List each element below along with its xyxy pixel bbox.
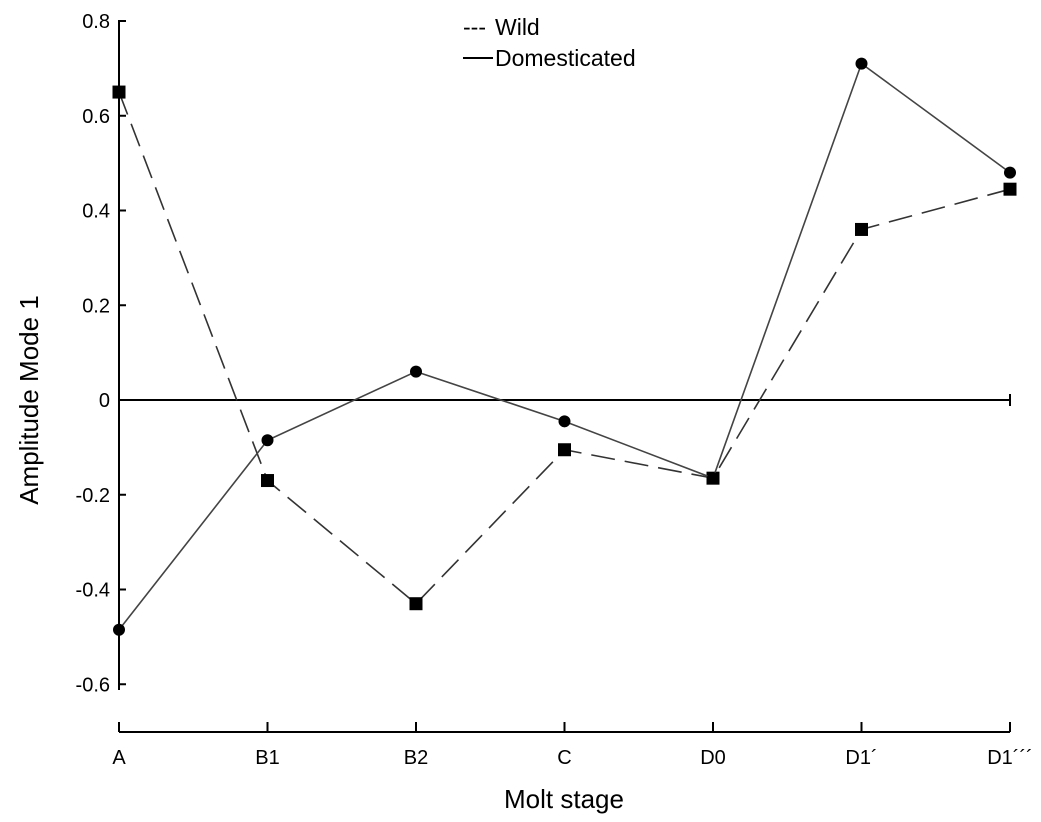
data-point-domesticated xyxy=(855,57,868,70)
series-line-wild xyxy=(118,91,1011,605)
y-tick-label: -0.6 xyxy=(76,674,110,696)
data-point-domesticated xyxy=(261,434,274,447)
data-point-domesticated xyxy=(410,365,422,378)
data-point-wild xyxy=(261,474,274,488)
y-tick-label: 0 xyxy=(99,390,110,412)
data-point-domesticated xyxy=(113,623,125,636)
data-point-wild xyxy=(112,85,126,99)
y-tick-label: -0.4 xyxy=(76,580,110,602)
data-point-domesticated xyxy=(558,415,571,428)
y-tick-label: 0.8 xyxy=(82,11,110,33)
data-point-wild xyxy=(409,597,423,611)
y-tick-label: 0.2 xyxy=(82,295,110,317)
x-tick-label: B2 xyxy=(404,747,428,769)
legend-label-domesticated: Domesticated xyxy=(495,45,636,71)
y-axis-title: Amplitude Mode 1 xyxy=(14,295,44,505)
data-point-domesticated xyxy=(1004,166,1016,179)
series-line-domesticated xyxy=(118,62,1011,631)
x-tick-label: A xyxy=(112,747,126,769)
x-axis-title: Molt stage xyxy=(504,784,624,814)
y-tick-label: 0.6 xyxy=(82,106,110,128)
data-point-wild xyxy=(1003,182,1017,196)
data-point-wild xyxy=(855,222,868,236)
x-tick-label: D0 xyxy=(700,747,726,769)
legend: --- Wild Domesticated xyxy=(463,14,636,71)
y-tick-label: 0.4 xyxy=(82,201,110,223)
data-point-wild xyxy=(558,443,571,457)
legend-label-wild: Wild xyxy=(495,14,540,40)
y-tick-label: -0.2 xyxy=(76,485,110,507)
x-tick-label: C xyxy=(557,747,571,769)
x-tick-label: D1´´´ xyxy=(987,747,1033,769)
axes: 0.8 0.6 0.4 0.2 0 -0.2 -0.4 -0.6 A B1 B2 C D0 D1´ D1´´… xyxy=(76,11,1033,769)
x-tick-label: D1´ xyxy=(845,747,877,769)
data-point-domesticated xyxy=(707,472,719,485)
x-tick-label: B1 xyxy=(255,747,279,769)
chart-marks xyxy=(112,57,1017,636)
legend-symbol-wild: --- xyxy=(463,14,486,40)
